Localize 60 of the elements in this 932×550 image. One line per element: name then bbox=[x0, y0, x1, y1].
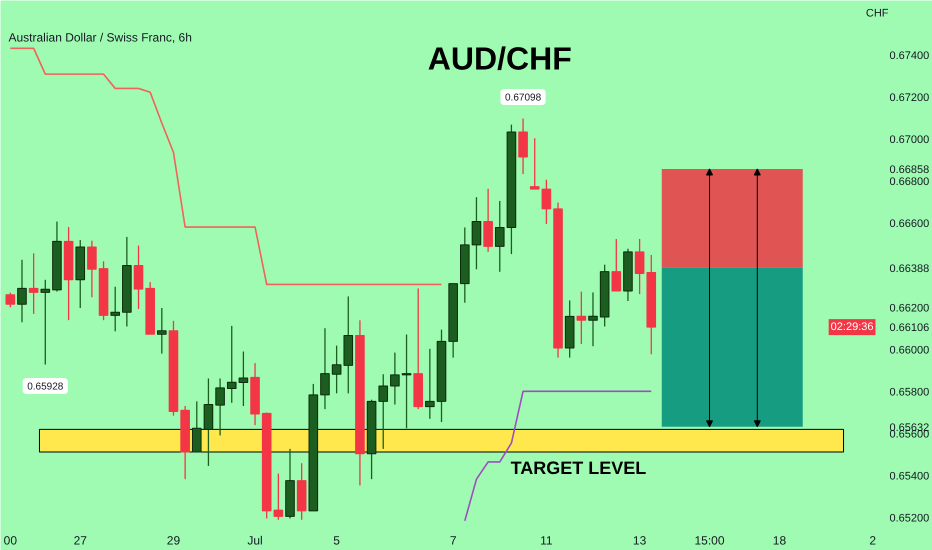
y-tick-label: 0.65400 bbox=[890, 470, 930, 483]
candlestick bbox=[28, 252, 38, 315]
y-tick-label: 0.66388 bbox=[890, 262, 930, 275]
text: AUD/CHF bbox=[428, 40, 572, 76]
x-tick-label: Jul bbox=[247, 534, 263, 548]
y-tick-label: 0.66600 bbox=[890, 218, 930, 230]
candlestick bbox=[157, 307, 167, 354]
x-tick-label: 11 bbox=[540, 534, 553, 548]
candlestick bbox=[238, 350, 248, 407]
band-label: TARGET LEVEL bbox=[510, 458, 646, 478]
candlestick bbox=[542, 179, 552, 225]
y-tick-label: 0.65800 bbox=[890, 386, 930, 398]
x-tick-label: 00 bbox=[4, 534, 18, 548]
candlestick bbox=[332, 344, 342, 394]
candlestick bbox=[425, 348, 435, 420]
x-tick-label: 13 bbox=[632, 534, 647, 548]
candlestick bbox=[274, 472, 284, 520]
x-tick-label: 15:00 bbox=[694, 534, 725, 548]
y-tick-label: 0.65600 bbox=[890, 428, 930, 441]
candlestick bbox=[472, 196, 482, 270]
candlestick bbox=[215, 378, 225, 436]
candlestick bbox=[588, 292, 598, 347]
candlestick bbox=[402, 334, 412, 429]
y-tick-label: 0.66106 bbox=[890, 322, 930, 334]
x-tick-label: 7 bbox=[450, 534, 457, 548]
x-tick-label: 5 bbox=[333, 534, 340, 548]
y-tick-label: 0.66200 bbox=[890, 302, 930, 314]
y-tick-label: 0.67400 bbox=[890, 50, 930, 62]
y-tick-label: 0.67200 bbox=[890, 92, 930, 104]
candlestick bbox=[530, 138, 540, 190]
text: Australian Dollar / Swiss Franc, 6h bbox=[8, 30, 192, 44]
x-tick-label: 18 bbox=[772, 534, 786, 548]
candlestick bbox=[192, 400, 202, 453]
candlestick bbox=[6, 292, 16, 308]
y-tick-label: 0.66800 bbox=[890, 176, 930, 188]
candlestick bbox=[87, 240, 97, 298]
annotation: 0.65928 bbox=[27, 382, 64, 393]
y-tick-label: 0.65200 bbox=[890, 512, 930, 525]
candlestick bbox=[40, 279, 50, 366]
candlestick bbox=[17, 259, 27, 323]
candlestick bbox=[576, 290, 586, 345]
y-tick-label: 0.66858 bbox=[890, 164, 930, 176]
candlestick bbox=[226, 325, 237, 404]
x-tick-label: 2 bbox=[869, 534, 876, 548]
candlestick bbox=[611, 238, 622, 292]
annotation: 0.67098 bbox=[505, 92, 542, 104]
line-series bbox=[464, 390, 652, 522]
y-tick-label: 0.66000 bbox=[890, 344, 930, 356]
candlestick bbox=[110, 286, 120, 332]
candlestick bbox=[134, 244, 144, 310]
x-tick-label: 27 bbox=[74, 534, 88, 548]
y-tick-label: 0.67000 bbox=[890, 134, 930, 146]
candlestick bbox=[494, 200, 505, 272]
annotation: 02:29:36 bbox=[830, 321, 874, 334]
candlestick bbox=[320, 328, 330, 410]
y-axis-title: CHF bbox=[866, 8, 889, 20]
candlestick bbox=[634, 238, 644, 295]
candlestick bbox=[390, 352, 400, 406]
candlestick bbox=[378, 374, 388, 450]
x-tick-label: 29 bbox=[166, 534, 180, 548]
